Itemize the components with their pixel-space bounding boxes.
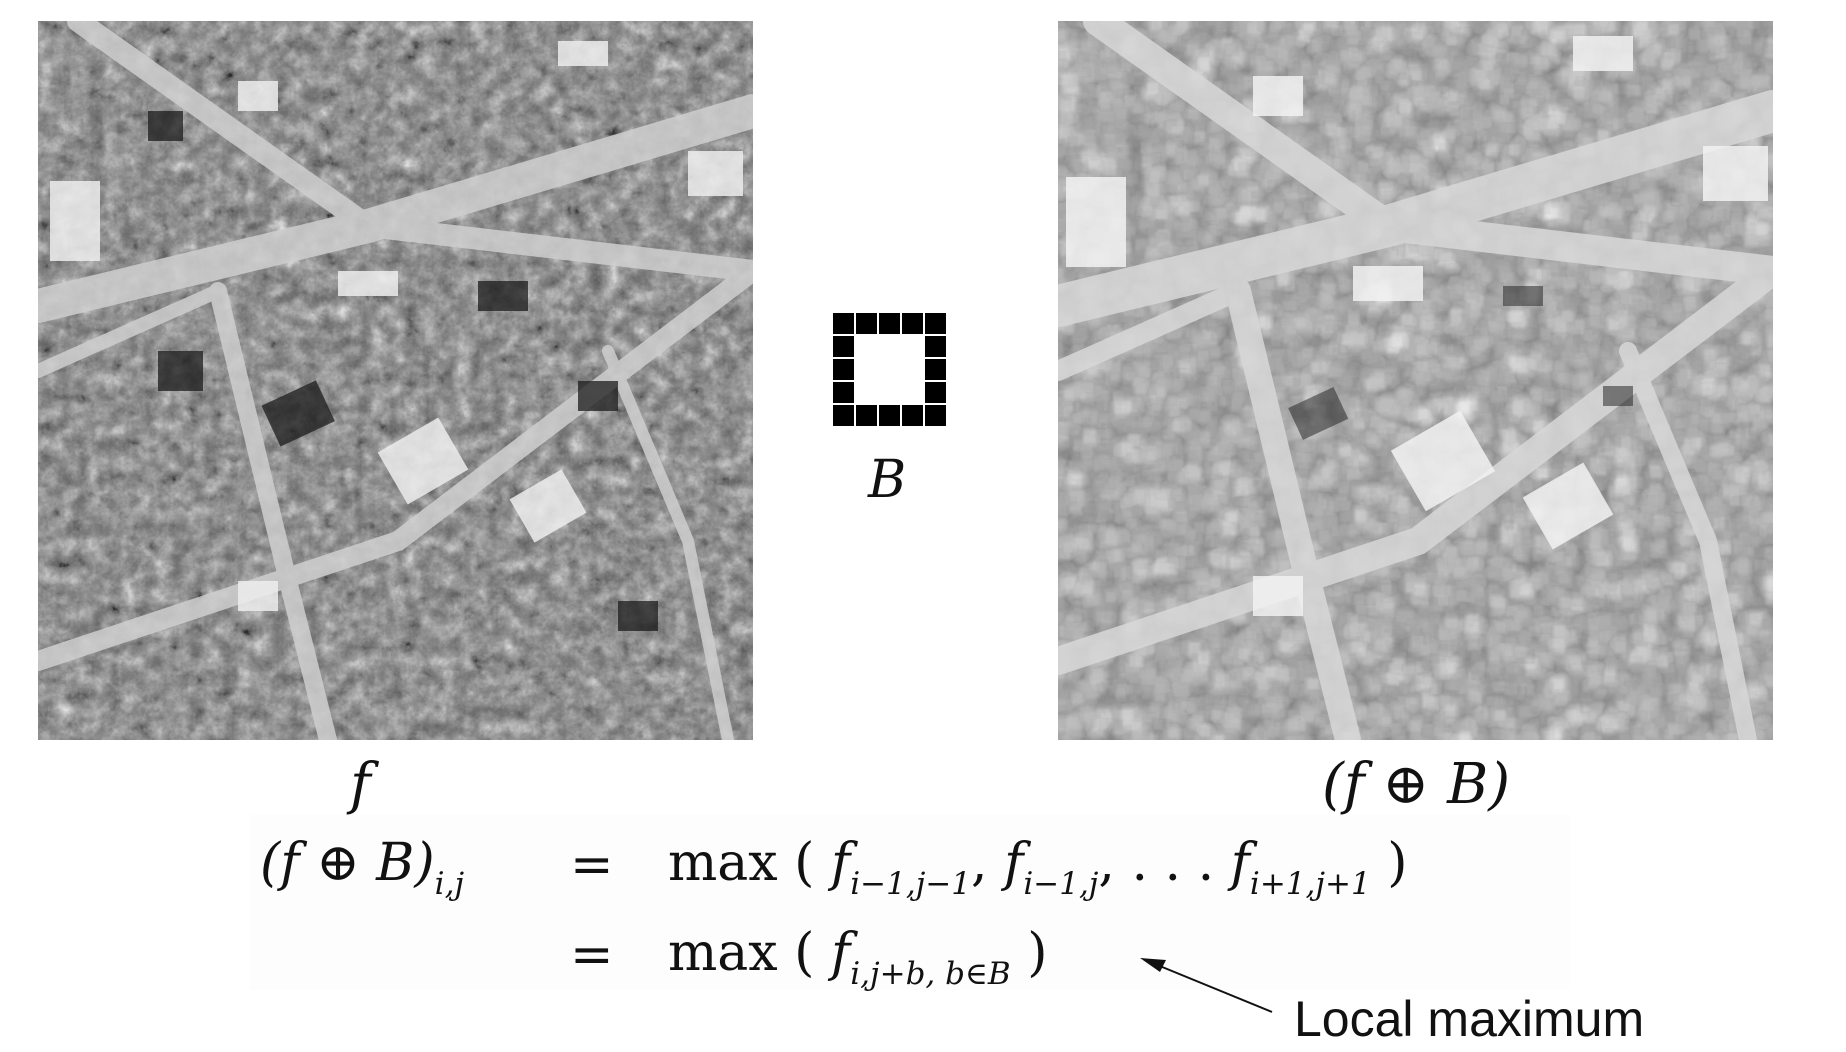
se-cell [877, 312, 902, 336]
se-cell [923, 380, 947, 405]
se-cell [832, 380, 856, 405]
se-cell [854, 403, 879, 427]
equals-sign-2: = [570, 925, 614, 985]
input-aerial-image [38, 21, 753, 740]
equals-sign-1: = [570, 835, 614, 895]
input-image-label: f [350, 752, 371, 817]
dilation-equation: (f ⊕ B)i,j = max ( fi−1,j−1, fi−1,j, . .… [250, 815, 1570, 992]
se-cell [923, 312, 947, 336]
dilated-aerial-image [1058, 21, 1773, 740]
equation-lhs: (f ⊕ B)i,j [260, 833, 465, 902]
se-cell [900, 312, 925, 336]
equation-rhs-line1: max ( fi−1,j−1, fi−1,j, . . . fi+1,j+1 ) [668, 833, 1408, 902]
se-cell [900, 403, 925, 427]
se-cell [923, 357, 947, 382]
se-cell [832, 312, 856, 336]
structuring-element-grid [832, 312, 947, 427]
se-cell [832, 403, 856, 427]
se-cell [832, 357, 856, 382]
structuring-element-label: B [868, 450, 907, 510]
se-cell [923, 334, 947, 359]
se-cell [854, 312, 879, 336]
se-cell [832, 334, 856, 359]
local-maximum-label: Local maximum [1294, 991, 1645, 1047]
dilated-image-label: (f ⊕ B) [1322, 752, 1511, 817]
se-cell [923, 403, 947, 427]
equation-rhs-line2: max ( fi,j+b, b∈B ) [668, 923, 1048, 992]
se-cell [877, 403, 902, 427]
